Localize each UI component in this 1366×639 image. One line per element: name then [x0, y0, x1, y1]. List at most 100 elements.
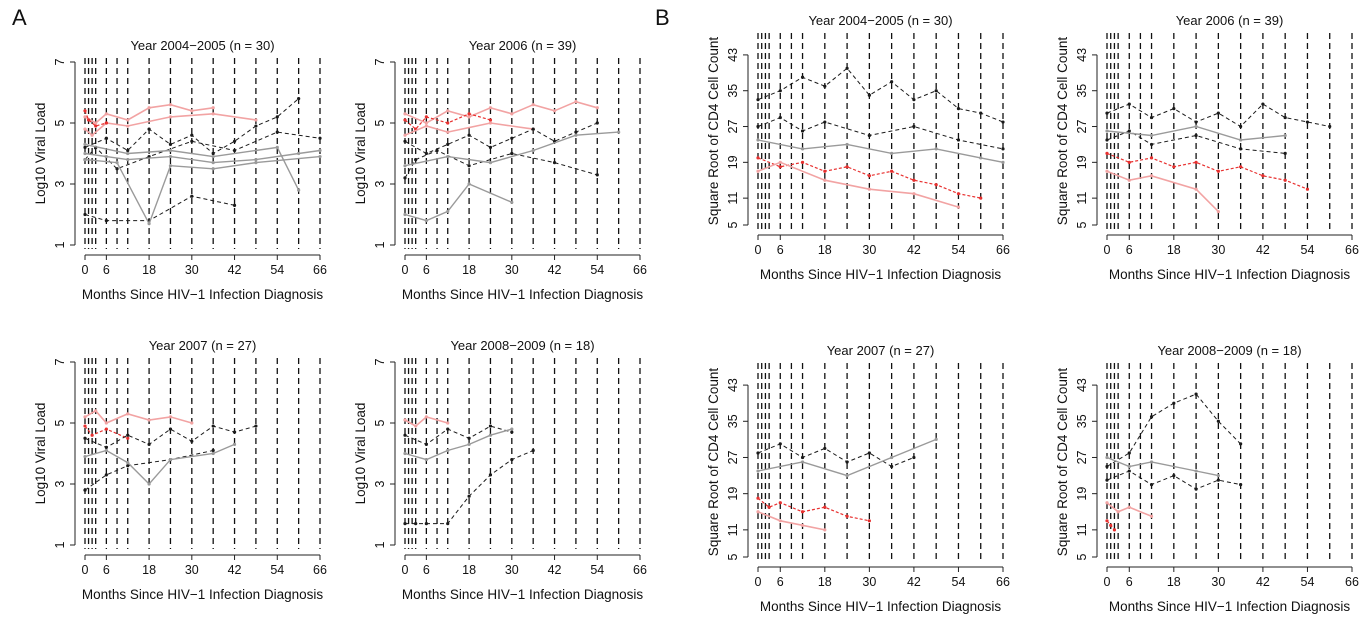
data-point: [190, 421, 194, 425]
data-point: [934, 183, 938, 187]
data-point: [510, 136, 514, 140]
y-axis-label: Square Root of CD4 Cell Count: [1055, 368, 1070, 557]
x-tick-label: 30: [862, 575, 876, 589]
data-point: [446, 448, 450, 453]
data-point: [756, 156, 760, 160]
data-point: [414, 158, 418, 162]
y-tick-label: 27: [726, 450, 740, 464]
series-line: [404, 131, 619, 167]
data-point: [126, 464, 130, 468]
data-point: [147, 482, 151, 486]
data-point: [1127, 129, 1131, 133]
data-point: [574, 133, 578, 137]
data-point: [467, 115, 471, 119]
data-point: [1239, 442, 1243, 446]
x-tick-label: 6: [103, 263, 110, 277]
series-line: [1106, 170, 1219, 213]
data-point: [1194, 187, 1198, 191]
series-line: [404, 416, 448, 428]
data-point: [488, 424, 493, 428]
data-point: [424, 522, 428, 526]
x-tick-label: 66: [633, 263, 647, 277]
y-tick-label: 7: [373, 58, 387, 65]
x-tick-label: 18: [1167, 575, 1181, 589]
data-point: [778, 160, 782, 164]
data-point: [147, 222, 151, 226]
y-axis-label: Square Root of CD4 Cell Count: [706, 37, 721, 226]
y-tick-label: 1: [373, 241, 387, 248]
series-line: [404, 183, 513, 222]
data-point: [1149, 156, 1154, 160]
data-point: [1001, 147, 1005, 151]
series-line: [404, 100, 598, 124]
data-point: [1216, 111, 1220, 115]
data-point: [318, 154, 322, 159]
data-point: [488, 106, 493, 110]
y-tick-label: 5: [373, 119, 387, 126]
data-point: [510, 430, 514, 434]
data-point: [552, 109, 557, 113]
data-point: [956, 138, 961, 142]
data-point: [424, 442, 428, 446]
x-tick-label: 0: [1104, 243, 1111, 257]
data-point: [254, 424, 258, 428]
data-point: [190, 194, 194, 198]
data-point: [1105, 151, 1109, 155]
data-point: [104, 473, 108, 477]
x-tick-label: 54: [1301, 575, 1315, 589]
y-axis-label: Square Root of CD4 Cell Count: [706, 368, 721, 557]
data-point: [446, 130, 450, 134]
y-tick-label: 19: [726, 155, 740, 169]
data-point: [83, 145, 87, 149]
series-line: [1106, 456, 1219, 477]
data-point: [510, 200, 514, 204]
data-point: [1149, 174, 1154, 178]
series-line: [404, 425, 512, 445]
data-point: [778, 501, 782, 505]
data-point: [403, 112, 407, 116]
x-tick-label: 42: [1256, 575, 1270, 589]
y-tick-label: 1: [373, 541, 387, 548]
data-point: [275, 130, 279, 134]
y-tick-label: 19: [726, 487, 740, 501]
data-point: [956, 107, 961, 111]
x-tick-label: 66: [313, 263, 327, 277]
x-axis-label: Months Since HIV−1 Infection Diagnosis: [402, 587, 644, 602]
data-point: [845, 514, 849, 518]
data-point: [254, 124, 258, 128]
data-point: [424, 219, 428, 223]
data-point: [1127, 505, 1131, 509]
data-point: [414, 424, 418, 428]
data-point: [1261, 102, 1265, 106]
data-point: [467, 112, 471, 116]
data-point: [297, 97, 301, 101]
data-point: [823, 84, 827, 88]
data-point: [83, 142, 87, 146]
data-point: [1112, 528, 1117, 532]
data-point: [424, 415, 428, 419]
data-point: [1216, 478, 1220, 482]
data-point: [104, 154, 108, 159]
series-line: [1106, 502, 1152, 518]
data-point: [823, 528, 827, 532]
data-point: [1149, 415, 1154, 419]
data-point: [956, 205, 961, 209]
x-tick-label: 30: [505, 263, 519, 277]
data-point: [104, 219, 108, 223]
y-tick-label: 35: [726, 84, 740, 98]
data-point: [1149, 514, 1154, 518]
data-point: [956, 192, 961, 196]
data-point: [778, 115, 782, 120]
data-point: [190, 133, 194, 137]
data-point: [467, 133, 471, 137]
data-point: [1216, 419, 1220, 423]
chart-panel-5: Year 2004−2005 (n = 30) 0 6 18 30 42 54 66 Month…: [706, 13, 1010, 282]
x-tick-label: 42: [548, 263, 562, 277]
data-point: [552, 161, 557, 165]
series-line: [757, 139, 1004, 163]
x-axis-label: Months Since HIV−1 Infection Diagnosis: [1109, 599, 1351, 614]
series-line: [757, 67, 1004, 123]
x-tick-label: 66: [996, 243, 1010, 257]
x-tick-label: 0: [402, 263, 409, 277]
data-point: [211, 167, 215, 171]
